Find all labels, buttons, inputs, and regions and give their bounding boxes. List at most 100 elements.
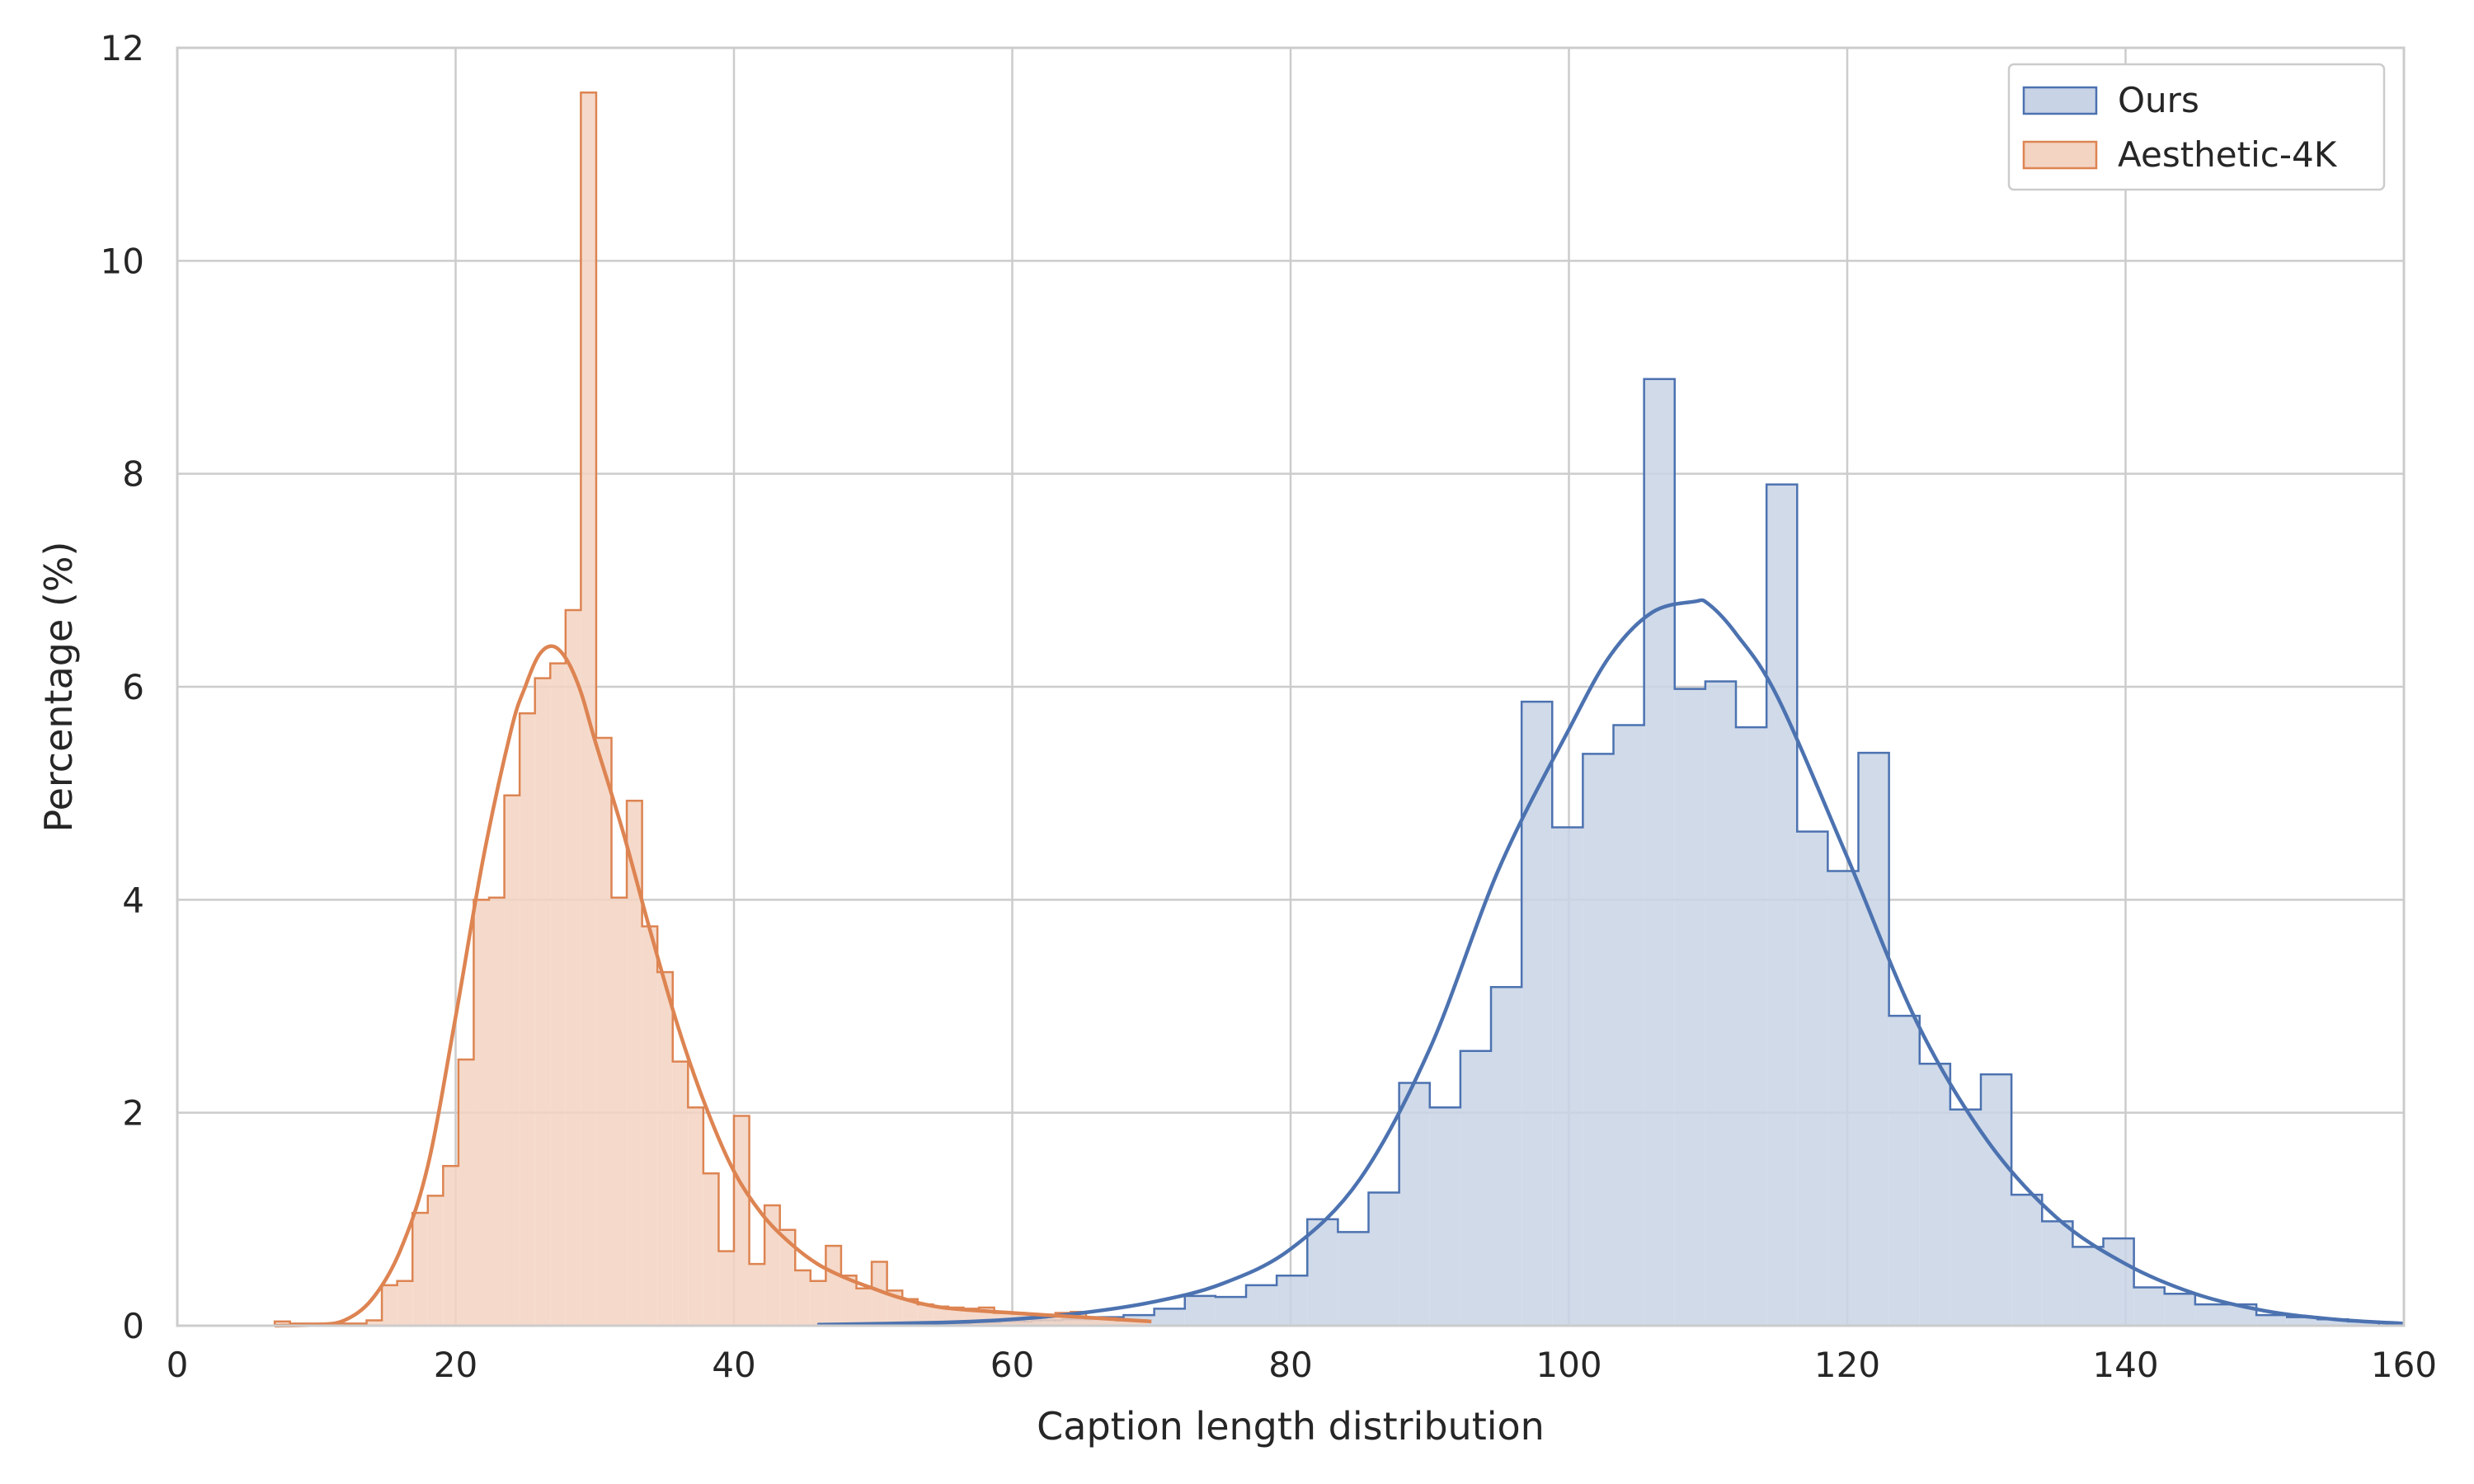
- histogram-bar: [840, 1275, 857, 1326]
- histogram-bar: [382, 1284, 397, 1326]
- histogram-bar: [795, 1270, 811, 1326]
- histogram-bar: [2194, 1304, 2226, 1326]
- histogram-bar: [1101, 1317, 1117, 1326]
- histogram-bar: [2256, 1315, 2288, 1326]
- histogram-bar: [2164, 1294, 2195, 1326]
- histogram-bar: [764, 1205, 780, 1326]
- histogram-bar: [779, 1229, 796, 1326]
- histogram-bars: [273, 92, 2380, 1326]
- x-tick-label: 60: [990, 1345, 1034, 1385]
- histogram-bar: [1950, 1109, 1981, 1326]
- y-tick-label: 10: [101, 241, 144, 281]
- histogram-bar: [504, 795, 520, 1326]
- y-tick-label: 12: [101, 28, 144, 68]
- histogram-bar: [688, 1107, 703, 1326]
- histogram-bar: [1552, 827, 1583, 1326]
- histogram-bar: [917, 1304, 934, 1326]
- tick-labels: 0 20 40 60 80 100 120 140 160 0 2 4 6 8 10 12: [101, 28, 2438, 1385]
- histogram-bar: [397, 1280, 413, 1326]
- y-tick-label: 4: [122, 880, 144, 920]
- histogram-bar: [1460, 1050, 1491, 1326]
- histogram-bar: [1085, 1317, 1102, 1326]
- histogram-bar: [1154, 1308, 1185, 1326]
- histogram-bar: [642, 926, 658, 1326]
- legend: Ours Aesthetic-4K: [2007, 63, 2386, 191]
- histogram-bar: [2072, 1247, 2104, 1326]
- x-axis-label: Caption length distribution: [1037, 1404, 1545, 1449]
- histogram-bar: [2317, 1319, 2349, 1326]
- x-tick-label: 160: [2371, 1345, 2437, 1385]
- histogram-bar: [856, 1288, 872, 1326]
- histogram-bar: [595, 738, 612, 1326]
- histogram-bar: [1429, 1107, 1460, 1326]
- x-tick-label: 40: [712, 1345, 755, 1385]
- histogram-bar: [2042, 1221, 2073, 1326]
- histogram-bar: [1644, 378, 1675, 1326]
- legend-label-aesthetic-4k: Aesthetic-4K: [2118, 134, 2338, 175]
- legend-label-ours: Ours: [2118, 80, 2199, 120]
- x-tick-label: 20: [434, 1345, 477, 1385]
- histogram-bar: [581, 92, 596, 1326]
- histogram-bar: [366, 1320, 383, 1326]
- histogram-bar: [1766, 484, 1798, 1326]
- legend-swatch-ours: [2022, 86, 2098, 115]
- y-tick-label: 6: [122, 667, 144, 707]
- histogram-bar: [565, 610, 581, 1326]
- histogram-bar: [427, 1195, 444, 1326]
- series-1-step-outline: [273, 92, 1148, 1326]
- histogram-bar: [902, 1298, 918, 1326]
- histogram-bar: [810, 1280, 826, 1326]
- histogram-bar: [412, 1213, 428, 1326]
- x-tick-label: 140: [2092, 1345, 2158, 1385]
- histogram-bar: [1215, 1297, 1246, 1326]
- histogram-bar: [458, 1059, 474, 1326]
- histogram-bar: [718, 1251, 734, 1326]
- histogram-bar: [1117, 1320, 1132, 1326]
- histogram-bar: [1338, 1232, 1369, 1326]
- histogram-bar: [734, 1115, 750, 1326]
- histogram-bar: [887, 1290, 903, 1326]
- x-tick-label: 100: [1536, 1345, 1602, 1385]
- histogram-bar: [1736, 727, 1767, 1326]
- histogram-bar: [1797, 831, 1828, 1326]
- histogram-bar: [703, 1173, 719, 1326]
- histogram-bar: [550, 663, 566, 1326]
- x-tick-label: 120: [1814, 1345, 1880, 1385]
- series-0-bars: [816, 378, 2380, 1326]
- histogram-bar: [1583, 754, 1614, 1326]
- histogram-bar: [2133, 1287, 2165, 1326]
- histogram-bar: [825, 1246, 841, 1326]
- histogram-bar: [627, 801, 642, 1326]
- y-tick-label: 8: [122, 454, 144, 495]
- histogram-bar: [1705, 681, 1736, 1326]
- kde-curves: [275, 598, 2405, 1328]
- histogram-bar: [657, 972, 673, 1326]
- histogram-bar: [1613, 725, 1644, 1326]
- histogram-bar: [1827, 871, 1859, 1326]
- histogram-bar: [1246, 1284, 1277, 1326]
- histogram-bar: [1888, 1016, 1920, 1326]
- legend-swatch-aesthetic-4k: [2022, 140, 2098, 170]
- histogram-bar: [473, 899, 489, 1326]
- histogram-bar: [1131, 1320, 1148, 1326]
- y-tick-label: 2: [122, 1093, 144, 1134]
- histogram-bar: [1368, 1192, 1399, 1326]
- plot-frame: [176, 46, 2406, 1327]
- histogram-bar: [611, 897, 628, 1326]
- histogram-bar: [1919, 1064, 1950, 1326]
- series-0-kde-line: [817, 598, 2405, 1327]
- histogram-bar: [2103, 1238, 2134, 1326]
- histogram-bar: [1307, 1219, 1338, 1326]
- histogram-bar: [1491, 987, 1522, 1326]
- series-1-bars: [273, 92, 1148, 1326]
- histogram-bar: [275, 1321, 290, 1326]
- histogram-bar: [443, 1166, 459, 1326]
- histogram-bar: [672, 1061, 689, 1326]
- histogram-bar: [2011, 1195, 2043, 1326]
- x-tick-label: 80: [1268, 1345, 1312, 1385]
- histogram-bar: [1981, 1074, 2012, 1326]
- histogram-bar: [2287, 1317, 2318, 1326]
- histogram-bar: [534, 678, 551, 1326]
- histogram-bar: [1858, 753, 1889, 1326]
